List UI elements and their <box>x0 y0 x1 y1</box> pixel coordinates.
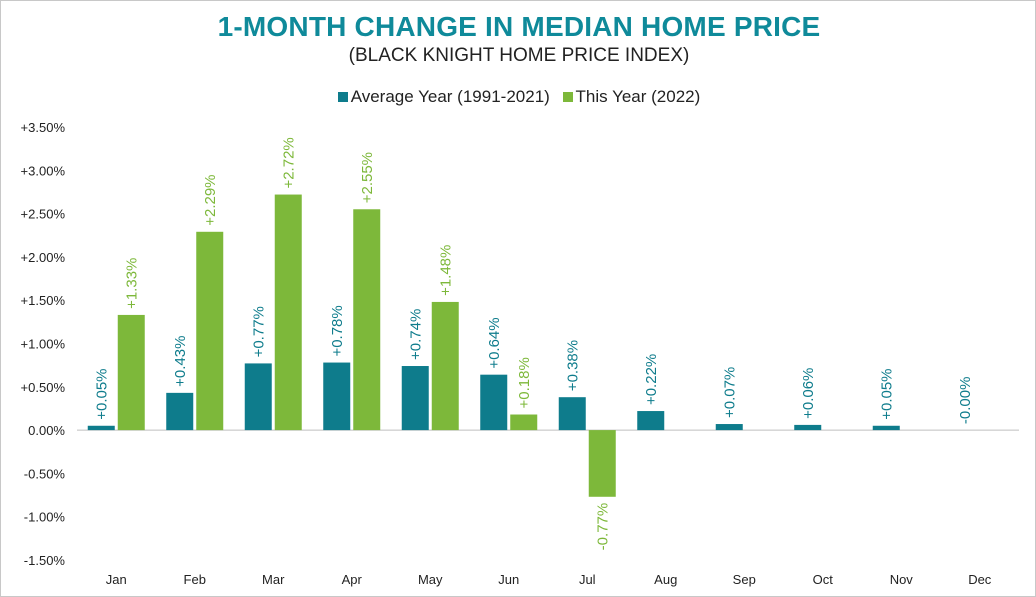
bar-average <box>244 363 272 431</box>
x-tick-label: Jul <box>579 572 596 587</box>
x-tick-label: Feb <box>184 572 206 587</box>
bar-average <box>872 425 900 431</box>
legend-label-average: Average Year (1991-2021) <box>350 87 550 106</box>
bar-this-year <box>510 414 538 431</box>
bar-average <box>715 424 743 431</box>
x-tick-label: Aug <box>654 572 677 587</box>
data-label-this-year: -0.77% <box>594 503 611 551</box>
x-tick-label: May <box>418 572 443 587</box>
legend-swatch-this-year <box>562 92 573 102</box>
bar-average <box>637 411 665 431</box>
y-tick-label: -0.50% <box>24 466 66 481</box>
legend-swatch-average <box>337 92 348 102</box>
chart-title: 1-MONTH CHANGE IN MEDIAN HOME PRICE <box>217 11 821 42</box>
data-label-average: +0.22% <box>643 354 660 405</box>
data-label-average: +0.43% <box>172 336 189 387</box>
x-tick-label: Jan <box>106 572 127 587</box>
data-label-this-year: +0.18% <box>516 357 533 408</box>
x-tick-label: Sep <box>733 572 756 587</box>
bar-this-year <box>196 231 224 431</box>
x-tick-label: Oct <box>813 572 834 587</box>
data-label-average: +0.78% <box>329 305 346 356</box>
bar-this-year <box>274 194 302 431</box>
x-tick-label: Apr <box>342 572 363 587</box>
bar-average <box>166 392 194 431</box>
bar-this-year <box>588 430 616 497</box>
data-label-this-year: +1.48% <box>437 245 454 296</box>
data-label-average: +0.05% <box>93 368 110 419</box>
y-tick-label: -1.00% <box>24 510 66 525</box>
data-label-average: +0.64% <box>486 317 503 368</box>
y-tick-label: +2.00% <box>21 250 66 265</box>
y-tick-label: +1.00% <box>21 337 66 352</box>
x-tick-label: Jun <box>498 572 519 587</box>
bar-average <box>480 374 508 431</box>
data-label-average: +0.77% <box>250 306 267 357</box>
y-tick-label: +0.50% <box>21 380 66 395</box>
legend-item-average: Average Year (1991-2021) <box>337 87 550 107</box>
y-tick-label: 0.00% <box>28 423 65 438</box>
x-tick-label: Nov <box>890 572 914 587</box>
bar-average <box>794 424 822 431</box>
y-tick-label: +3.00% <box>21 163 66 178</box>
data-label-this-year: +1.33% <box>123 258 140 309</box>
data-label-average: +0.06% <box>800 368 817 419</box>
bar-this-year <box>353 209 381 431</box>
data-label-average: +0.07% <box>721 367 738 418</box>
chart-subtitle: (BLACK KNIGHT HOME PRICE INDEX) <box>348 45 690 66</box>
x-tick-label: Mar <box>262 572 285 587</box>
bar-average <box>87 425 115 431</box>
y-tick-label: +3.50% <box>21 120 66 135</box>
x-tick-label: Dec <box>968 572 992 587</box>
bar-this-year <box>431 301 459 431</box>
data-label-average: +0.74% <box>407 309 424 360</box>
y-tick-label: +2.50% <box>21 207 66 222</box>
bar-average <box>323 362 351 431</box>
legend-label-this-year: This Year (2022) <box>575 87 701 106</box>
bar-average <box>558 397 586 431</box>
data-label-this-year: +2.72% <box>280 137 297 188</box>
y-tick-label: +1.50% <box>21 293 66 308</box>
data-label-this-year: +2.55% <box>359 152 376 203</box>
bar-average <box>401 366 429 431</box>
legend-item-this-year: This Year (2022) <box>562 87 701 107</box>
data-label-this-year: +2.29% <box>202 174 219 225</box>
data-label-average: -0.00% <box>957 377 974 425</box>
y-tick-label: -1.50% <box>24 553 66 568</box>
bar-this-year <box>117 314 145 431</box>
data-label-average: +0.05% <box>878 368 895 419</box>
legend: Average Year (1991-2021) This Year (2022… <box>1 87 1036 107</box>
data-label-average: +0.38% <box>564 340 581 391</box>
